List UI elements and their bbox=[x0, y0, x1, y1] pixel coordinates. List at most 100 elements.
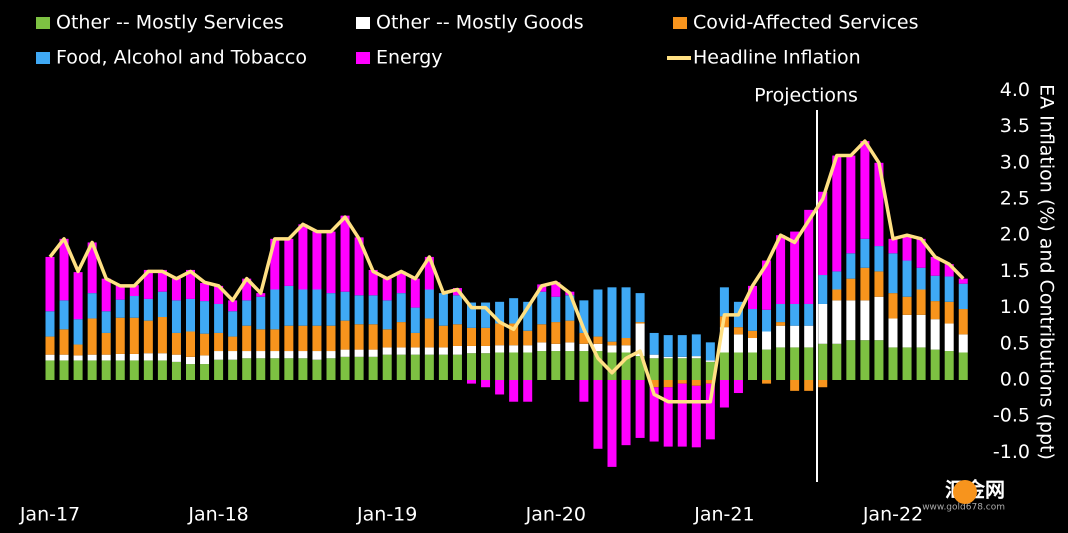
bar-segment bbox=[214, 332, 224, 352]
bar-segment bbox=[115, 285, 125, 300]
bar-segment bbox=[691, 356, 701, 359]
bar-segment bbox=[649, 354, 659, 359]
bar-segment bbox=[382, 329, 392, 348]
bar-segment bbox=[551, 296, 561, 323]
bar-segment bbox=[944, 264, 954, 277]
bar-segment bbox=[45, 360, 55, 380]
bar-segment bbox=[579, 380, 589, 402]
bar-segment bbox=[719, 380, 729, 408]
bar-segment bbox=[818, 275, 828, 304]
bar-segment bbox=[649, 332, 659, 355]
bar-segment bbox=[565, 351, 575, 380]
bar-segment bbox=[579, 332, 589, 344]
bar-segment bbox=[396, 347, 406, 355]
bar-segment bbox=[621, 380, 631, 446]
legend-swatch bbox=[36, 52, 50, 64]
bar-segment bbox=[171, 332, 181, 355]
bar-segment bbox=[537, 324, 547, 343]
bar-segment bbox=[565, 342, 575, 352]
bar-segment bbox=[902, 347, 912, 380]
bar-segment bbox=[663, 356, 673, 359]
bar-segment bbox=[832, 300, 842, 344]
bar-segment bbox=[326, 358, 336, 380]
bar-segment bbox=[228, 300, 238, 312]
bar-segment bbox=[340, 356, 350, 380]
bar-segment bbox=[410, 307, 420, 333]
bar-segment bbox=[45, 256, 55, 312]
bar-segment bbox=[312, 325, 322, 352]
bar-segment bbox=[45, 311, 55, 337]
bar-segment bbox=[565, 320, 575, 343]
bar-segment bbox=[691, 358, 701, 380]
bar-segment bbox=[115, 317, 125, 354]
bar-segment bbox=[467, 380, 476, 384]
bar-segment bbox=[523, 330, 533, 346]
bar-segment bbox=[256, 358, 266, 380]
legend-swatch bbox=[673, 17, 687, 29]
bar-segment bbox=[382, 278, 392, 301]
y-tick-label: 2.0 bbox=[1000, 224, 1030, 246]
bar-segment bbox=[551, 351, 561, 380]
bar-segment bbox=[481, 380, 491, 388]
bar-segment bbox=[452, 345, 462, 355]
bar-segment bbox=[298, 358, 308, 380]
bar-segment bbox=[438, 347, 448, 355]
bar-segment bbox=[242, 325, 252, 352]
bar-segment bbox=[902, 314, 912, 348]
bar-segment bbox=[495, 380, 505, 395]
bar-segment bbox=[73, 319, 83, 345]
bar-segment bbox=[733, 334, 743, 353]
bar-segment bbox=[481, 327, 491, 346]
bar-segment bbox=[551, 282, 561, 297]
bar-segment bbox=[551, 343, 561, 352]
bar-segment bbox=[790, 325, 800, 348]
bar-segment bbox=[59, 238, 69, 301]
bar-segment bbox=[45, 354, 55, 361]
bar-segment bbox=[776, 303, 786, 323]
bar-segment bbox=[790, 380, 800, 391]
bar-segment bbox=[762, 331, 772, 350]
bar-segment bbox=[593, 336, 603, 344]
bar-segment bbox=[733, 352, 743, 380]
bar-segment bbox=[59, 360, 69, 380]
bar-segment bbox=[916, 314, 926, 348]
bar-segment bbox=[832, 271, 842, 290]
bar-segment bbox=[818, 343, 828, 380]
legend-label: Covid-Affected Services bbox=[693, 12, 919, 34]
bar-segment bbox=[143, 353, 153, 361]
watermark-url: www.gold678.com bbox=[922, 503, 1005, 513]
bar-segment bbox=[284, 285, 294, 326]
bar-segment bbox=[776, 325, 786, 348]
legend-swatch bbox=[356, 52, 370, 64]
bar-segment bbox=[382, 347, 392, 355]
bar-segment bbox=[958, 334, 968, 353]
bar-segment bbox=[115, 360, 125, 380]
legend-label: Other -- Mostly Services bbox=[56, 12, 284, 34]
bar-segment bbox=[593, 380, 603, 449]
bar-segment bbox=[101, 278, 111, 312]
bar-segment bbox=[157, 317, 167, 354]
bar-segment bbox=[129, 296, 139, 318]
bar-segment bbox=[663, 358, 673, 380]
bar-segment bbox=[467, 302, 476, 328]
bar-segment bbox=[649, 380, 659, 388]
bar-segment bbox=[410, 354, 420, 380]
bar-segment bbox=[481, 345, 491, 354]
bar-segment bbox=[143, 269, 153, 299]
bar-segment bbox=[958, 352, 968, 380]
bar-segment bbox=[410, 332, 420, 348]
bar-segment bbox=[424, 354, 434, 380]
legend-label: Headline Inflation bbox=[693, 47, 861, 69]
y-tick-label: 1.5 bbox=[1000, 260, 1030, 282]
bar-segment bbox=[874, 296, 884, 341]
bar-segment bbox=[691, 385, 701, 448]
bar-segment bbox=[115, 299, 125, 318]
bar-segment bbox=[354, 349, 364, 357]
bar-segment bbox=[59, 354, 69, 361]
bar-segment bbox=[354, 356, 364, 380]
bar-segment bbox=[607, 380, 617, 467]
bar-segment bbox=[551, 322, 561, 344]
bar-segment bbox=[930, 319, 940, 350]
bar-segment bbox=[368, 269, 378, 296]
bar-segment bbox=[916, 347, 926, 380]
